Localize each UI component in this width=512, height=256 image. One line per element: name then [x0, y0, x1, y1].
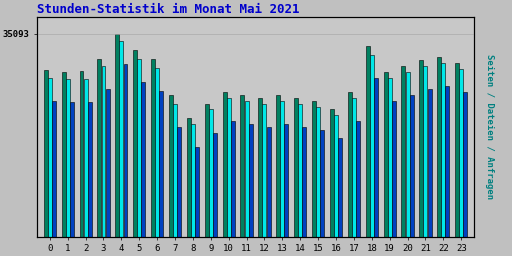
Bar	[383, 72, 388, 237]
Bar	[52, 101, 56, 237]
Bar	[105, 89, 110, 237]
Bar	[119, 41, 123, 237]
Text: Stunden-Statistik im Monat Mai 2021: Stunden-Statistik im Monat Mai 2021	[37, 3, 300, 16]
Bar	[392, 101, 396, 237]
Bar	[209, 109, 213, 237]
Bar	[303, 127, 306, 237]
Bar	[177, 127, 181, 237]
Bar	[61, 72, 66, 237]
Bar	[259, 98, 262, 237]
Bar	[338, 138, 342, 237]
Bar	[441, 63, 445, 237]
Bar	[70, 102, 74, 237]
Bar	[312, 101, 316, 237]
Bar	[115, 34, 119, 237]
Bar	[285, 124, 288, 237]
Bar	[173, 104, 177, 237]
Bar	[123, 64, 127, 237]
Bar	[428, 89, 432, 237]
Bar	[213, 133, 217, 237]
Bar	[410, 95, 414, 237]
Bar	[374, 78, 378, 237]
Bar	[423, 66, 428, 237]
Bar	[97, 59, 101, 237]
Bar	[263, 104, 266, 237]
Bar	[437, 57, 441, 237]
Bar	[133, 50, 137, 237]
Bar	[401, 66, 406, 237]
Bar	[191, 124, 195, 237]
Bar	[276, 95, 280, 237]
Bar	[334, 115, 338, 237]
Bar	[223, 92, 226, 237]
Bar	[227, 98, 231, 237]
Bar	[88, 102, 92, 237]
Bar	[419, 60, 423, 237]
Bar	[459, 69, 463, 237]
Bar	[281, 101, 284, 237]
Bar	[352, 98, 356, 237]
Bar	[195, 147, 199, 237]
Bar	[321, 130, 324, 237]
Bar	[48, 78, 52, 237]
Bar	[445, 86, 450, 237]
Bar	[155, 68, 159, 237]
Bar	[241, 95, 244, 237]
Bar	[316, 106, 320, 237]
Bar	[249, 124, 252, 237]
Bar	[66, 79, 70, 237]
Bar	[330, 109, 334, 237]
Bar	[356, 121, 360, 237]
Bar	[151, 59, 155, 237]
Bar	[231, 121, 235, 237]
Bar	[83, 79, 88, 237]
Bar	[455, 63, 459, 237]
Bar	[298, 104, 302, 237]
Bar	[406, 72, 410, 237]
Bar	[44, 70, 48, 237]
Y-axis label: Seiten / Dateien / Anfragen: Seiten / Dateien / Anfragen	[485, 54, 494, 199]
Bar	[245, 101, 248, 237]
Bar	[294, 98, 298, 237]
Bar	[366, 46, 370, 237]
Bar	[159, 91, 163, 237]
Bar	[187, 118, 191, 237]
Bar	[267, 127, 270, 237]
Bar	[101, 66, 105, 237]
Bar	[137, 59, 141, 237]
Bar	[370, 55, 374, 237]
Bar	[141, 82, 145, 237]
Bar	[463, 92, 467, 237]
Bar	[79, 71, 83, 237]
Bar	[348, 92, 352, 237]
Bar	[169, 95, 173, 237]
Bar	[388, 78, 392, 237]
Bar	[205, 104, 209, 237]
